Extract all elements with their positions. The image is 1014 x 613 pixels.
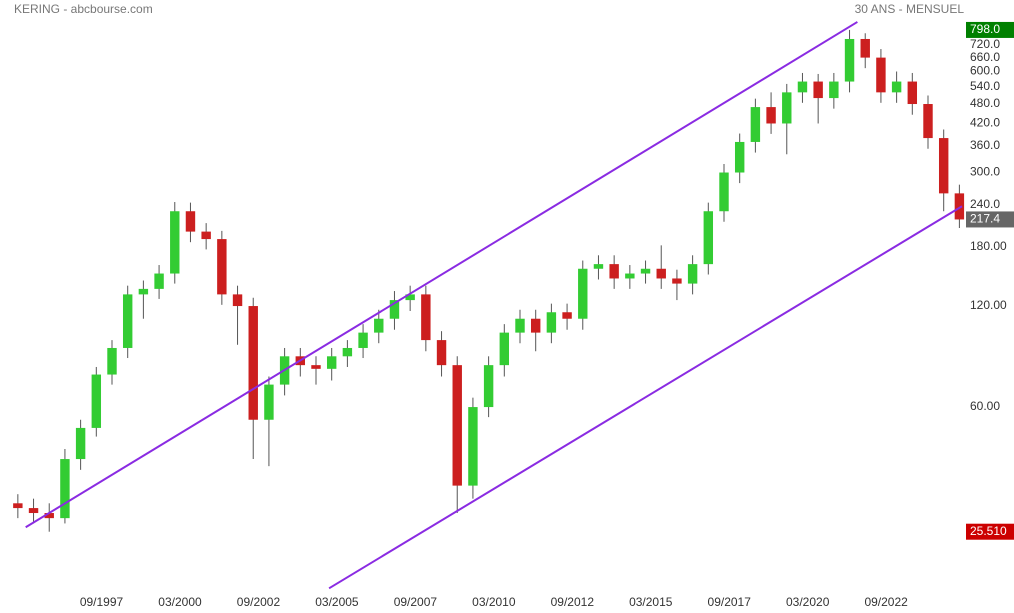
chart-subtitle: 30 ANS - MENSUEL xyxy=(855,2,965,16)
x-tick-label: 09/2007 xyxy=(394,595,438,609)
candle-body xyxy=(44,513,54,519)
candle-body xyxy=(687,264,698,284)
candle-body xyxy=(844,38,855,82)
x-tick-label: 09/2002 xyxy=(237,595,281,609)
trend-line xyxy=(328,205,963,590)
x-tick-label: 09/2012 xyxy=(551,595,595,609)
candle-body xyxy=(703,211,714,265)
candle-body xyxy=(750,107,761,142)
y-tick-label: 240.0 xyxy=(970,197,1000,211)
candle-body xyxy=(232,294,243,307)
y-tick-label: 300.0 xyxy=(970,165,1000,179)
candle-body xyxy=(264,384,274,420)
price-marker xyxy=(966,523,1014,540)
x-tick-label: 09/2017 xyxy=(708,595,752,609)
candle-body xyxy=(138,288,149,295)
candle-body xyxy=(326,356,337,369)
candle-body xyxy=(876,57,886,93)
candle-body xyxy=(170,211,180,274)
price-marker-label: 25.510 xyxy=(970,524,1007,538)
candle-body xyxy=(578,268,588,319)
candle-body xyxy=(672,278,682,284)
candle-body xyxy=(342,347,353,357)
candle-body xyxy=(75,427,86,460)
candle-body xyxy=(923,104,933,139)
price-marker xyxy=(966,21,1014,38)
candle-body xyxy=(656,268,666,279)
candle-body xyxy=(91,374,102,428)
y-tick-label: 660.0 xyxy=(970,50,1000,64)
candle-body xyxy=(483,365,494,408)
candle-body xyxy=(60,459,70,519)
y-tick-label: 360.0 xyxy=(970,138,1000,152)
candle-body xyxy=(797,81,808,93)
candle-body xyxy=(311,365,321,369)
y-tick-label: 180.00 xyxy=(970,239,1007,253)
y-tick-label: 60.00 xyxy=(970,399,1000,413)
candle-body xyxy=(766,107,776,124)
candle-body xyxy=(609,264,619,279)
candle-body xyxy=(734,141,745,173)
candle-body xyxy=(421,294,431,341)
candle-body xyxy=(217,239,227,295)
candle-body xyxy=(546,312,557,333)
y-tick-label: 720.0 xyxy=(970,37,1000,51)
candle-body xyxy=(358,332,368,348)
candle-body xyxy=(891,81,902,93)
y-tick-label: 480.0 xyxy=(970,96,1000,110)
candle-body xyxy=(860,38,870,58)
candle-body xyxy=(829,81,839,99)
candle-body xyxy=(107,347,117,375)
candle-body xyxy=(499,332,510,366)
x-tick-label: 03/2020 xyxy=(786,595,830,609)
price-marker-label: 217.4 xyxy=(970,212,1000,226)
candle-body xyxy=(813,81,823,99)
x-tick-label: 09/2022 xyxy=(864,595,908,609)
candle-body xyxy=(452,365,462,486)
price-marker xyxy=(966,211,1014,228)
x-tick-label: 03/2010 xyxy=(472,595,516,609)
candle-body xyxy=(248,306,258,420)
candle-body xyxy=(625,273,635,279)
candle-body xyxy=(562,312,572,319)
candle-body xyxy=(938,138,949,194)
candle-body xyxy=(185,211,196,232)
x-tick-label: 03/2005 xyxy=(315,595,359,609)
candle-body xyxy=(28,508,39,514)
x-tick-label: 09/1997 xyxy=(80,595,124,609)
candle-body xyxy=(122,294,133,348)
candle-body xyxy=(515,318,525,333)
y-tick-label: 600.0 xyxy=(970,64,1000,78)
y-tick-label: 420.0 xyxy=(970,116,1000,130)
trend-line xyxy=(25,21,858,529)
candle-body xyxy=(436,340,447,366)
price-marker-label: 798.0 xyxy=(970,22,1000,36)
candle-body xyxy=(201,231,211,240)
candle-body xyxy=(782,92,792,124)
candle-body xyxy=(593,264,604,269)
y-tick-label: 120.00 xyxy=(970,298,1007,312)
candle-body xyxy=(954,193,965,220)
candle-body xyxy=(907,81,918,105)
candle-body xyxy=(640,268,651,274)
candle-body xyxy=(374,318,384,333)
chart-title: KERING - abcbourse.com xyxy=(14,2,153,16)
candle-body xyxy=(719,172,729,212)
candle-body xyxy=(154,273,164,289)
x-tick-label: 03/2015 xyxy=(629,595,673,609)
candle-body xyxy=(468,407,478,486)
candle-body xyxy=(405,294,415,301)
y-tick-label: 540.0 xyxy=(970,79,1000,93)
candle-body xyxy=(13,503,23,509)
x-tick-label: 03/2000 xyxy=(158,595,202,609)
candle-body xyxy=(530,318,541,333)
candle-body xyxy=(389,300,400,319)
